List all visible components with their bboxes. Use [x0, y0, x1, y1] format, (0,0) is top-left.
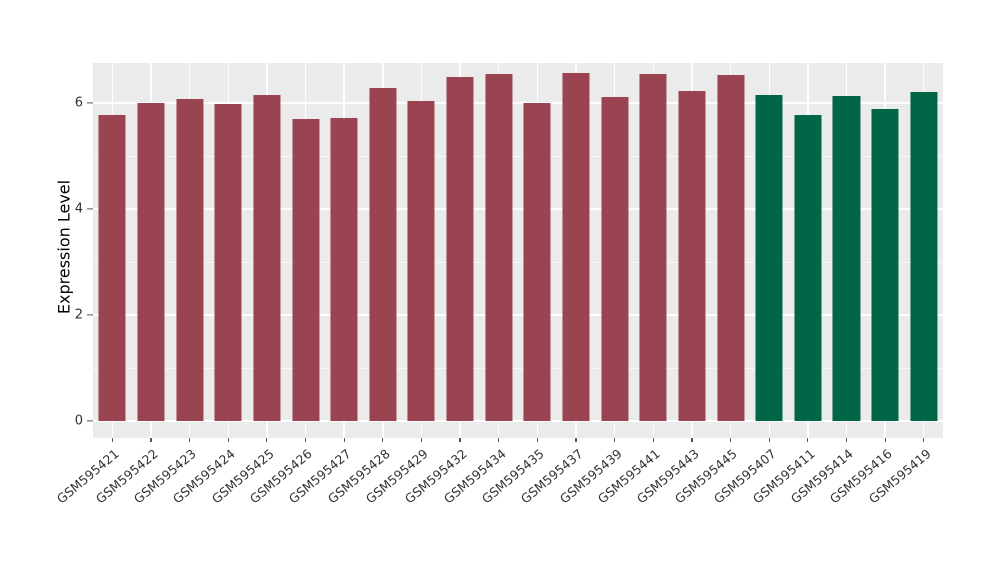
- bar-gsm595422: [137, 103, 165, 421]
- category-slot: GSM595426: [247, 63, 325, 506]
- x-tick-mark: [382, 438, 384, 442]
- category-slot: GSM595437: [518, 63, 596, 506]
- category-slot: GSM595445: [672, 63, 750, 506]
- category-slot: GSM595424: [170, 63, 248, 506]
- bar-gsm595427: [330, 117, 358, 421]
- bar-gsm595437: [562, 73, 590, 421]
- category-slot: GSM595407: [711, 63, 789, 506]
- bar-gsm595443: [678, 90, 706, 421]
- x-tick-mark: [768, 438, 770, 442]
- x-tick-mark: [189, 438, 191, 442]
- category-slot: GSM595434: [440, 63, 518, 506]
- bars-area: GSM595421 GSM595422 GSM595423 GSM595424 GSM5…: [54, 63, 943, 506]
- bar-gsm595435: [523, 103, 551, 421]
- gridline-minor: [93, 367, 943, 369]
- bar-gsm595428: [369, 88, 397, 421]
- bar-gsm595426: [291, 118, 320, 421]
- y-tick-label: 6: [74, 95, 83, 111]
- gridline-major: [93, 208, 943, 210]
- plot-panel: 0 2 4 6 GSM595421 GSM595422 GSM595423 GSM595424…: [54, 63, 943, 506]
- bar-gsm595432: [446, 77, 474, 421]
- y-tick-mark: [87, 314, 93, 316]
- bar-gsm595407: [755, 94, 783, 421]
- bar-gsm595423: [176, 98, 204, 421]
- y-tick-label: 2: [74, 307, 83, 323]
- bar-gsm595425: [253, 94, 281, 421]
- bar-gsm595411: [794, 115, 822, 421]
- category-slot: GSM595432: [402, 63, 480, 506]
- category-slot: GSM595414: [788, 63, 866, 506]
- category-slot: GSM595416: [827, 63, 905, 506]
- gridline-major: [93, 314, 943, 316]
- x-tick-mark: [459, 438, 461, 442]
- bar-gsm595419: [910, 91, 938, 421]
- y-tick-mark: [87, 208, 93, 210]
- y-tick-label: 4: [74, 201, 83, 217]
- x-tick-mark: [884, 438, 886, 442]
- gridline-major: [93, 102, 943, 104]
- category-slot: GSM595441: [595, 63, 673, 506]
- category-slot: GSM595439: [556, 63, 634, 506]
- category-slot: GSM595427: [286, 63, 364, 506]
- x-tick-mark: [691, 438, 693, 442]
- x-tick-mark: [652, 438, 654, 442]
- gridline-minor: [93, 261, 943, 263]
- category-slot: GSM595411: [750, 63, 828, 506]
- bar-gsm595445: [717, 74, 745, 421]
- x-tick-mark: [845, 438, 848, 442]
- category-slot: GSM595422: [93, 63, 171, 506]
- x-tick-mark: [266, 438, 268, 442]
- category-slot: GSM595421: [54, 63, 132, 506]
- y-tick-label: 0: [74, 413, 83, 429]
- x-tick-mark: [227, 438, 229, 442]
- category-slot: GSM595423: [131, 63, 209, 506]
- x-tick-mark: [729, 438, 732, 442]
- x-tick-mark: [575, 438, 577, 442]
- x-tick-mark: [536, 438, 538, 442]
- x-tick-mark: [420, 438, 423, 442]
- y-tick-mark: [87, 102, 93, 104]
- bar-gsm595421: [98, 114, 126, 421]
- category-slot: GSM595419: [865, 63, 943, 506]
- y-axis-title: Expression Level: [54, 179, 74, 315]
- x-tick-mark: [807, 438, 809, 442]
- bar-gsm595434: [485, 73, 513, 421]
- gridline-major: [93, 420, 943, 422]
- x-tick-mark: [498, 438, 500, 442]
- category-slot: GSM595429: [363, 63, 441, 506]
- category-slot: GSM595425: [209, 63, 287, 506]
- bar-gsm595424: [214, 103, 242, 421]
- gridline-minor: [93, 155, 943, 157]
- y-tick-mark: [87, 420, 93, 422]
- x-tick-mark: [304, 438, 307, 442]
- x-tick-mark: [150, 438, 152, 442]
- x-tick-mark: [343, 438, 345, 442]
- x-tick-mark: [111, 438, 113, 442]
- category-slot: GSM595443: [634, 63, 712, 506]
- bar-gsm595416: [871, 109, 899, 421]
- category-slot: GSM595428: [324, 63, 402, 506]
- bar-gsm595439: [601, 96, 629, 421]
- x-tick-mark: [923, 438, 925, 442]
- category-slot: GSM595435: [479, 63, 557, 506]
- bar-gsm595441: [639, 74, 667, 421]
- bar-gsm595414: [832, 95, 861, 421]
- bar-gsm595429: [407, 100, 435, 421]
- x-tick-mark: [614, 438, 616, 442]
